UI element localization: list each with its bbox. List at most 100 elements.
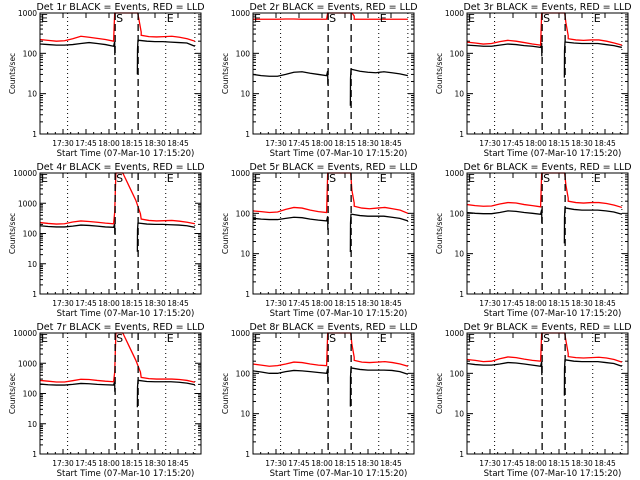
- panel-2: Det 2r BLACK = Events, RED = LLD Counts/s…: [221, 2, 418, 159]
- x-tick-label: 17:45: [288, 139, 310, 148]
- x-tick-label: 18:30: [571, 299, 593, 308]
- y-tick-label: 10000: [13, 329, 37, 338]
- plot-frame: [39, 332, 202, 455]
- panel-title: Det 3r BLACK = Events, RED = LLD: [463, 2, 631, 13]
- panel-7: Det 7r BLACK = Events, RED = LLD Counts/s…: [8, 322, 205, 479]
- x-tick-label: 18:45: [167, 299, 189, 308]
- x-tick-label: 18:00: [525, 299, 547, 308]
- y-axis-label: Counts/sec: [8, 213, 17, 254]
- x-tick-label: 18:45: [594, 299, 616, 308]
- x-tick-label: 18:15: [334, 459, 356, 468]
- x-tick-label: 18:30: [144, 459, 166, 468]
- panel-title: Det 5r BLACK = Events, RED = LLD: [249, 162, 417, 173]
- eclipse-start-marker: E: [594, 12, 601, 25]
- y-tick-label: 100: [23, 390, 38, 399]
- panel-9: Det 9r BLACK = Events, RED = LLD Counts/s…: [435, 322, 632, 479]
- x-tick-label: 17:30: [265, 459, 287, 468]
- panel-title: Det 2r BLACK = Events, RED = LLD: [249, 2, 417, 13]
- x-tick-label: 17:45: [502, 299, 524, 308]
- y-tick-label: 1000: [231, 169, 250, 178]
- x-tick-label: 18:30: [357, 139, 379, 148]
- saa-start-marker: S: [543, 12, 550, 25]
- y-axis-label: Counts/sec: [8, 53, 17, 94]
- panel-title: Det 6r BLACK = Events, RED = LLD: [463, 162, 631, 173]
- y-tick-label: 1: [32, 130, 37, 139]
- x-tick-label: 18:15: [334, 139, 356, 148]
- x-tick-label: 18:00: [525, 139, 547, 148]
- eclipse-end-marker: E: [254, 12, 261, 25]
- x-axis-label: Start Time (07-Mar-10 17:15:20): [57, 309, 195, 319]
- y-tick-label: 100: [450, 209, 465, 218]
- series-events-line: [466, 361, 543, 376]
- y-tick-label: 1000: [231, 329, 250, 338]
- x-axis-label: Start Time (07-Mar-10 17:15:20): [270, 469, 408, 479]
- eclipse-start-marker: E: [380, 12, 387, 25]
- saa-start-marker: S: [116, 172, 123, 185]
- y-tick-label: 1000: [445, 329, 464, 338]
- x-axis-label: Start Time (07-Mar-10 17:15:20): [484, 469, 622, 479]
- y-tick-label: 1000: [231, 9, 250, 18]
- y-axis-label: Counts/sec: [435, 53, 444, 94]
- series-events-line: [466, 209, 543, 224]
- x-tick-label: 18:45: [594, 459, 616, 468]
- x-tick-label: 17:30: [479, 459, 501, 468]
- saa-start-marker: S: [543, 332, 550, 345]
- eclipse-start-marker: E: [380, 172, 387, 185]
- y-tick-label: 100: [450, 369, 465, 378]
- x-tick-label: 18:15: [121, 299, 143, 308]
- y-tick-label: 10000: [13, 169, 37, 178]
- y-tick-label: 100: [23, 230, 38, 239]
- x-tick-label: 18:00: [525, 459, 547, 468]
- eclipse-end-marker: E: [468, 12, 475, 25]
- x-tick-label: 18:30: [357, 299, 379, 308]
- x-tick-label: 18:00: [311, 299, 333, 308]
- y-tick-label: 1: [32, 290, 37, 299]
- series-events-line: [136, 222, 195, 252]
- x-tick-label: 18:30: [571, 139, 593, 148]
- saa-start-marker: S: [116, 332, 123, 345]
- x-axis-label: Start Time (07-Mar-10 17:15:20): [484, 309, 622, 319]
- eclipse-start-marker: E: [167, 332, 174, 345]
- x-tick-label: 18:30: [571, 459, 593, 468]
- x-tick-label: 18:15: [548, 139, 570, 148]
- y-axis-label: Counts/sec: [435, 213, 444, 254]
- y-tick-label: 100: [23, 49, 38, 58]
- panel-5: Det 5r BLACK = Events, RED = LLD Counts/s…: [221, 162, 418, 319]
- series-events-line: [252, 70, 329, 85]
- x-tick-label: 18:00: [98, 139, 120, 148]
- series-events-line: [563, 41, 623, 78]
- x-tick-label: 17:30: [52, 139, 74, 148]
- panel-title: Det 7r BLACK = Events, RED = LLD: [36, 322, 204, 333]
- x-tick-label: 17:30: [479, 139, 501, 148]
- eclipse-end-marker: E: [254, 172, 261, 185]
- plot-frame: [252, 332, 415, 455]
- x-tick-label: 17:30: [52, 299, 74, 308]
- y-tick-label: 1: [459, 130, 464, 139]
- y-axis-label: Counts/sec: [8, 373, 17, 414]
- saa-start-marker: S: [329, 172, 336, 185]
- x-tick-label: 17:30: [265, 299, 287, 308]
- x-tick-label: 18:45: [594, 139, 616, 148]
- saa-start-marker: S: [329, 12, 336, 25]
- x-axis-label: Start Time (07-Mar-10 17:15:20): [270, 309, 408, 319]
- series-events-line: [39, 41, 116, 56]
- y-axis-label: Counts/sec: [221, 53, 230, 94]
- y-tick-label: 100: [450, 49, 465, 58]
- eclipse-start-marker: E: [594, 332, 601, 345]
- x-tick-label: 17:45: [288, 299, 310, 308]
- x-tick-label: 18:00: [311, 459, 333, 468]
- y-tick-label: 1: [245, 290, 250, 299]
- y-tick-label: 1: [459, 450, 464, 459]
- x-tick-label: 18:45: [380, 299, 402, 308]
- eclipse-start-marker: E: [594, 172, 601, 185]
- saa-start-marker: S: [116, 12, 123, 25]
- x-tick-label: 18:15: [548, 299, 570, 308]
- plot-frame: [466, 12, 629, 135]
- y-axis-label: Counts/sec: [221, 373, 230, 414]
- series-events-line: [136, 39, 196, 75]
- y-tick-label: 1000: [445, 169, 464, 178]
- y-tick-label: 1000: [18, 199, 37, 208]
- x-tick-label: 17:45: [75, 139, 97, 148]
- y-tick-label: 10: [27, 90, 37, 99]
